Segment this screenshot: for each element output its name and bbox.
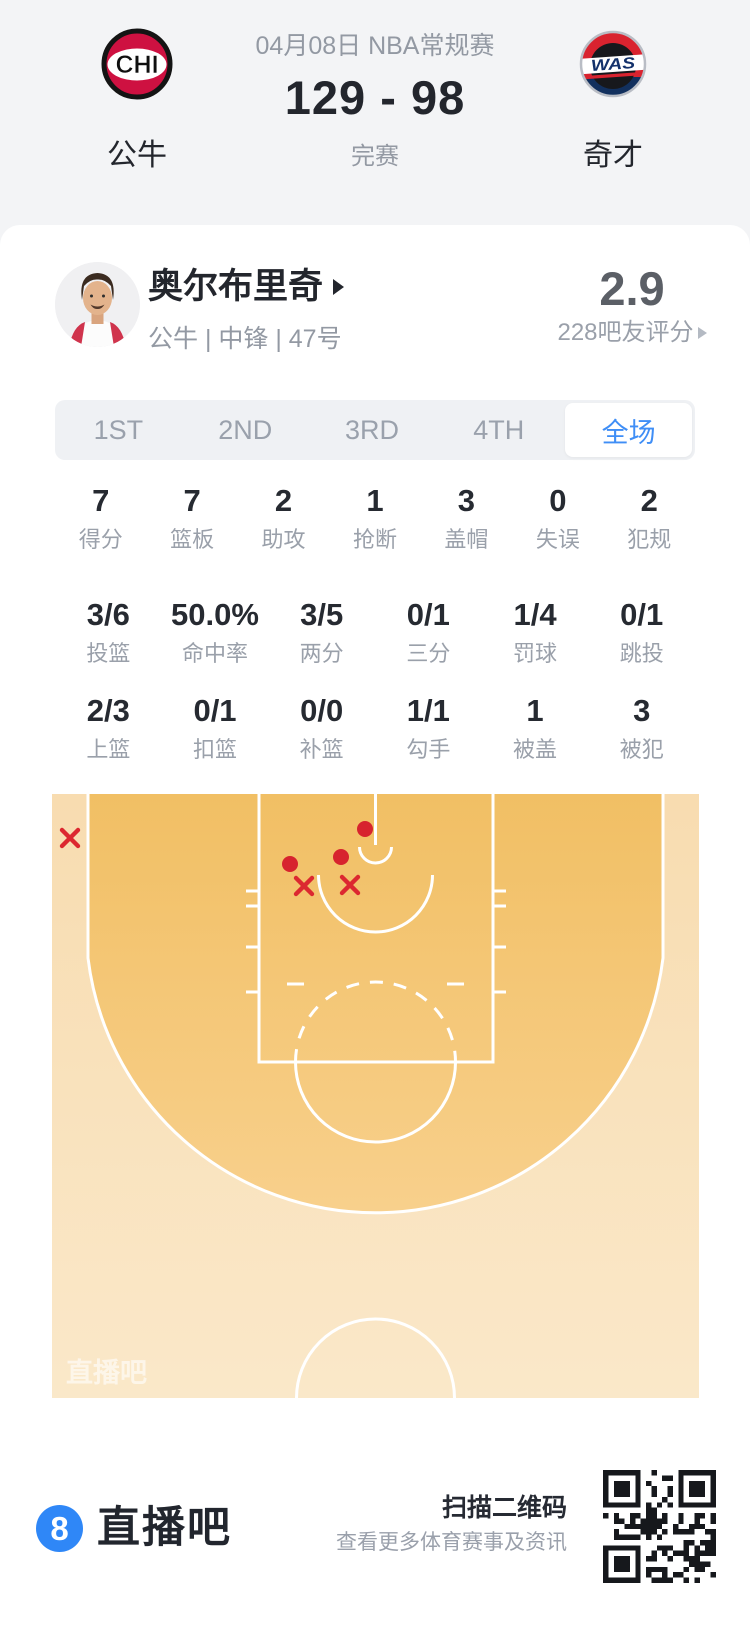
game-score: 129 - 98 — [284, 71, 466, 124]
rating-arrow-icon — [697, 327, 707, 339]
stat-assists: 2 助攻 — [261, 483, 306, 553]
svg-text:WAS: WAS — [591, 55, 636, 75]
zhibo8-logo-icon: 8 — [36, 1505, 83, 1552]
missed-shot-icon — [339, 874, 361, 896]
lane-hash-left — [246, 889, 259, 994]
tab-2nd[interactable]: 2ND — [218, 414, 273, 445]
stat-points: 7 得分 — [78, 483, 123, 553]
stat-ft: 1/4 罚球 — [513, 597, 558, 667]
made-shot-icon — [333, 849, 349, 865]
home-team-name: 公牛 — [107, 139, 167, 172]
qr-caption: 扫描二维码 查看更多体育赛事及资讯 — [336, 1493, 567, 1555]
quarter-tabs-bar: 1ST 2ND 3RD 4TH 全场 — [55, 400, 695, 460]
stat-fg-pct: 50.0% 命中率 — [171, 597, 259, 667]
bulls-logo-icon: CHI — [101, 28, 173, 100]
stat-fouls: 2 犯规 — [627, 483, 672, 553]
center-circle — [295, 1317, 456, 1398]
stat-row-basic: 7 得分 7 篮板 2 助攻 1 抢断 3 盖帽 0 失误 2 犯规 — [55, 484, 695, 553]
rim-arc — [358, 846, 393, 865]
shot-markers-layer — [59, 821, 373, 897]
stat-jumper: 0/1 跳投 — [619, 597, 664, 667]
player-name: 奥尔布里奇 — [148, 267, 324, 306]
player-detail-arrow-icon — [333, 279, 345, 295]
stat-rebounds: 7 篮板 — [170, 483, 215, 553]
stat-dunk: 0/1 扣篮 — [193, 693, 238, 763]
qr-subtitle: 查看更多体育赛事及资讯 — [336, 1531, 567, 1554]
missed-shot-icon — [59, 827, 81, 849]
stat-steals: 1 抢断 — [352, 483, 397, 553]
stat-hook: 1/1 勾手 — [406, 693, 451, 763]
free-throw-circle-solid — [294, 1061, 457, 1144]
lane-lines — [257, 794, 495, 1064]
player-name-row[interactable]: 奥尔布里奇 — [148, 265, 345, 309]
made-shot-icon — [282, 856, 298, 872]
svg-text:CHI: CHI — [115, 51, 158, 79]
rating-block[interactable]: 2.9 228吧友评分 — [552, 263, 712, 347]
wizards-logo-icon: WAS — [577, 28, 649, 100]
free-throw-circle-dashed — [294, 980, 457, 1063]
stat-blocks: 3 盖帽 — [444, 483, 489, 553]
stat-layup: 2/3 上篮 — [86, 693, 131, 763]
three-point-line — [86, 794, 665, 1215]
brand-name: 直播吧 — [97, 1504, 232, 1552]
stat-got-blocked: 1 被盖 — [513, 693, 558, 763]
stat-turnovers: 0 失误 — [535, 483, 580, 553]
stat-fg: 3/6 投篮 — [86, 597, 131, 667]
game-date: 04月08日 NBA常规赛 — [255, 32, 495, 60]
stat-2pt: 3/5 两分 — [299, 597, 344, 667]
qr-title: 扫描二维码 — [441, 1494, 567, 1522]
court-watermark: 直播吧 — [66, 1358, 147, 1388]
lane-hash-right — [493, 889, 506, 994]
rating-value: 2.9 — [599, 262, 665, 315]
stat-fouled: 3 被犯 — [619, 693, 664, 763]
player-avatar — [55, 262, 140, 347]
player-stats-card: 奥尔布里奇 公牛 | 中锋 | 47号 2.9 228吧友评分 1ST 2ND … — [0, 225, 750, 1629]
stat-putback: 0/0 补篮 — [299, 693, 344, 763]
stat-row-shooting: 3/6 投篮 50.0% 命中率 3/5 两分 0/1 三分 1/4 罚球 0/1 跳投 — [55, 598, 695, 667]
player-meta: 公牛 | 中锋 | 47号 — [148, 325, 342, 353]
restricted-area-arc — [317, 874, 434, 934]
away-team-name: 奇才 — [583, 139, 643, 172]
rating-count-label: 228吧友评分 — [557, 319, 694, 346]
game-status: 完赛 — [351, 143, 399, 170]
tab-full-game[interactable]: 全场 — [565, 403, 692, 457]
qr-code — [603, 1470, 716, 1583]
tab-3rd[interactable]: 3RD — [344, 414, 399, 445]
tab-1st[interactable]: 1ST — [93, 414, 144, 445]
missed-shot-icon — [293, 875, 315, 897]
stat-row-detail: 2/3 上篮 0/1 扣篮 0/0 补篮 1/1 勾手 1 被盖 3 被犯 — [55, 694, 695, 763]
made-shot-icon — [357, 821, 373, 837]
stat-3pt: 0/1 三分 — [406, 597, 451, 667]
tab-4th[interactable]: 4TH — [473, 414, 525, 445]
shot-chart-court: 直播吧 — [52, 794, 699, 1398]
